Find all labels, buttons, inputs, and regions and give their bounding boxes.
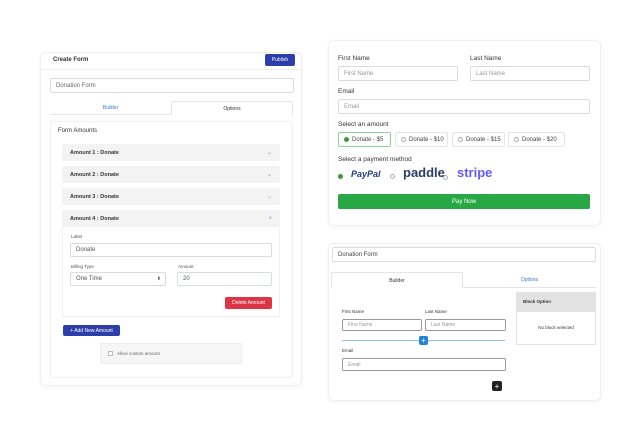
label-label: Label: [71, 234, 83, 239]
add-new-amount-button[interactable]: + Add New Amount: [63, 325, 120, 336]
billing-type-value: One Time: [76, 276, 103, 282]
select-arrows-icon: ⬍: [156, 276, 161, 282]
chevron-down-icon: ⌄: [266, 172, 272, 178]
first-name-input[interactable]: First Name: [338, 66, 458, 81]
section-title: Form Amounts: [58, 128, 98, 134]
billing-type-select[interactable]: One Time ⬍: [70, 272, 166, 286]
first-name-input[interactable]: First Name: [342, 319, 422, 331]
last-name-input[interactable]: Last Name: [470, 66, 590, 81]
block-option-title: Block Option: [516, 292, 596, 312]
amount-label: Amount: [178, 264, 194, 269]
add-block-button[interactable]: +: [492, 381, 502, 391]
radio[interactable]: [401, 137, 406, 142]
tab-builder[interactable]: Builder: [50, 101, 171, 115]
first-name-label: First Name: [342, 309, 365, 314]
label-input[interactable]: Donate: [70, 243, 272, 257]
radio-stripe[interactable]: [443, 175, 448, 180]
amount-option[interactable]: Donate - $10: [395, 132, 448, 147]
amount-label: Amount 3 : Donate: [70, 193, 119, 200]
custom-amount-box[interactable]: Allow custom amount: [100, 343, 242, 364]
radio-selected[interactable]: [344, 137, 349, 142]
amount-row[interactable]: Amount 2 : Donate ⌄: [62, 166, 280, 183]
amount-input[interactable]: 20: [177, 272, 272, 286]
pay-now-button[interactable]: Pay Now: [338, 194, 590, 209]
insert-block-button[interactable]: +: [419, 336, 428, 345]
stripe-logo: stripe: [457, 165, 493, 180]
panel-title: Create Form: [53, 57, 89, 63]
last-name-input[interactable]: Last Name: [425, 319, 506, 331]
email-label: Email: [342, 348, 354, 353]
email-input[interactable]: Email: [342, 358, 506, 371]
last-name-label: Last Name: [470, 55, 502, 62]
radio-paddle[interactable]: [390, 174, 395, 179]
first-name-label: First Name: [338, 55, 370, 62]
billing-type-label: Billing Type: [71, 264, 94, 269]
custom-amount-label: Allow custom amount: [117, 351, 160, 356]
no-block-text: No block selected: [538, 325, 574, 330]
divider: [41, 69, 301, 70]
tab-builder[interactable]: Builder: [331, 272, 463, 288]
email-input[interactable]: Email: [338, 99, 590, 114]
payment-title: Select a payment method: [338, 156, 412, 163]
form-amounts-box: [50, 121, 293, 378]
email-label: Email: [338, 88, 355, 95]
chevron-down-icon: ⌄: [266, 194, 272, 200]
paddle-logo: paddle: [403, 165, 445, 180]
radio[interactable]: [514, 137, 519, 142]
amount-option[interactable]: Donate - $15: [452, 132, 505, 147]
amount-label: Amount 4 : Donate: [70, 215, 119, 222]
chevron-up-icon: ˄: [268, 215, 272, 222]
amount-row[interactable]: Amount 4 : Donate ˄: [62, 210, 280, 227]
amount-option-label: Donate - $10: [409, 136, 444, 143]
amount-row[interactable]: Amount 1 : Donate ⌄: [62, 144, 280, 161]
amount-option-label: Donate - $5: [352, 136, 384, 143]
amount-option-label: Donate - $15: [466, 136, 501, 143]
last-name-label: Last Name: [425, 309, 447, 314]
form-name-input[interactable]: Donation Form: [332, 247, 596, 262]
amount-option[interactable]: Donate - $5: [338, 132, 391, 147]
checkbox[interactable]: [108, 351, 113, 356]
plus-icon: +: [421, 336, 426, 345]
chevron-down-icon: ⌄: [266, 150, 272, 156]
tab-options[interactable]: Options: [463, 272, 596, 288]
amount-row[interactable]: Amount 3 : Donate ⌄: [62, 188, 280, 205]
publish-button[interactable]: Publish: [265, 54, 295, 66]
radio-paypal[interactable]: [338, 174, 343, 179]
radio[interactable]: [458, 137, 463, 142]
amount-label: Amount 2 : Donate: [70, 171, 119, 178]
tab-options[interactable]: Options: [171, 101, 293, 115]
amount-title: Select an amount: [338, 121, 389, 128]
amount-option[interactable]: Donate - $20: [508, 132, 565, 147]
delete-amount-button[interactable]: Delete Amount: [225, 297, 272, 309]
form-name-input[interactable]: Donation Form: [50, 78, 294, 93]
paypal-logo: PayPal: [351, 169, 381, 179]
amount-label: Amount 1 : Donate: [70, 149, 119, 156]
amount-option-label: Donate - $20: [522, 136, 557, 143]
plus-icon: +: [494, 381, 500, 391]
